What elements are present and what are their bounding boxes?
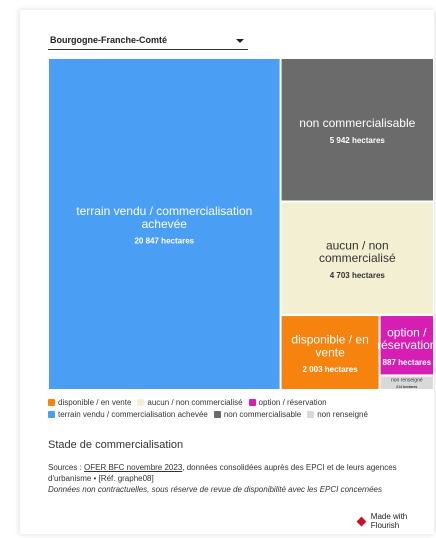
- legend-swatch: [137, 399, 145, 406]
- region-select-value: Bourgogne-Franche-Comté: [50, 35, 167, 45]
- cell-value-label: 2 003 hectares: [303, 365, 359, 374]
- cell-label: terrain vendu / commercialisation: [76, 204, 252, 218]
- legend-label: option / réservation: [258, 398, 327, 407]
- legend-swatch: [48, 399, 55, 406]
- legend-swatch: [48, 411, 55, 418]
- cell-label: non commercialisable: [299, 116, 415, 130]
- chevron-down-icon: [236, 39, 244, 43]
- legend-swatch: [248, 399, 256, 406]
- cell-value-label: 20 847 hectares: [134, 237, 194, 246]
- source-note: Sources : OFER BFC novembre 2023, donnée…: [48, 462, 423, 495]
- cell-value-label: 4 703 hectares: [330, 271, 386, 280]
- legend-label: non commercialisable: [223, 410, 302, 419]
- cell-label: non renseigné: [391, 378, 423, 384]
- legend-item[interactable]: terrain vendu / commercialisation achevé…: [48, 409, 208, 420]
- treemap-cell[interactable]: [281, 316, 379, 389]
- cell-label: vente: [315, 345, 345, 359]
- source-link[interactable]: OFER BFC novembre 2023: [84, 463, 183, 472]
- flourish-credit-label: Made with Flourish: [370, 512, 408, 530]
- legend-label: non renseigné: [317, 410, 368, 419]
- legend-item[interactable]: option / réservation: [248, 397, 327, 408]
- cell-label: option /: [387, 325, 427, 339]
- legend-item[interactable]: non renseigné: [307, 409, 368, 420]
- cell-label: achevée: [142, 217, 188, 231]
- legend-label: terrain vendu / commercialisation achevé…: [58, 410, 208, 419]
- legend-label: aucun / non commercialisé: [147, 398, 243, 407]
- legend-swatch: [307, 411, 315, 418]
- cell-value-label: 5 942 hectares: [330, 136, 386, 145]
- region-select[interactable]: Bourgogne-Franche-Comté: [48, 33, 248, 50]
- legend-item[interactable]: aucun / non commercialisé: [137, 397, 243, 408]
- cell-label: réservation: [377, 338, 436, 352]
- treemap-cell[interactable]: [380, 376, 433, 389]
- legend-item[interactable]: disponible / en vente: [48, 397, 131, 408]
- treemap-cell[interactable]: [281, 59, 433, 201]
- chart-caption: Stade de commercialisation: [48, 439, 184, 451]
- flourish-credit[interactable]: Made with Flourish: [356, 512, 436, 530]
- treemap-cell[interactable]: [380, 316, 433, 375]
- legend-item[interactable]: non commercialisable: [213, 409, 302, 420]
- legend: disponible / en vente aucun / non commerc…: [48, 397, 418, 421]
- treemap-cell[interactable]: [281, 202, 433, 315]
- disclaimer-note: Données non contractuelles, sous réserve…: [48, 485, 382, 494]
- treemap-cell[interactable]: [49, 59, 280, 389]
- cell-label: aucun / non: [326, 238, 389, 252]
- cell-label: commercialisé: [319, 251, 396, 265]
- source-text: , données consolidées auprès des EPCI et…: [48, 463, 397, 483]
- cell-value-label: 887 hectares: [383, 358, 432, 367]
- source-prefix: Sources :: [48, 463, 85, 472]
- cell-value-label: 214 hectares: [396, 385, 417, 389]
- legend-label: disponible / en vente: [58, 398, 132, 407]
- legend-swatch: [213, 411, 221, 418]
- flourish-logo-icon: [356, 516, 367, 526]
- cell-label: disponible / en: [291, 333, 368, 347]
